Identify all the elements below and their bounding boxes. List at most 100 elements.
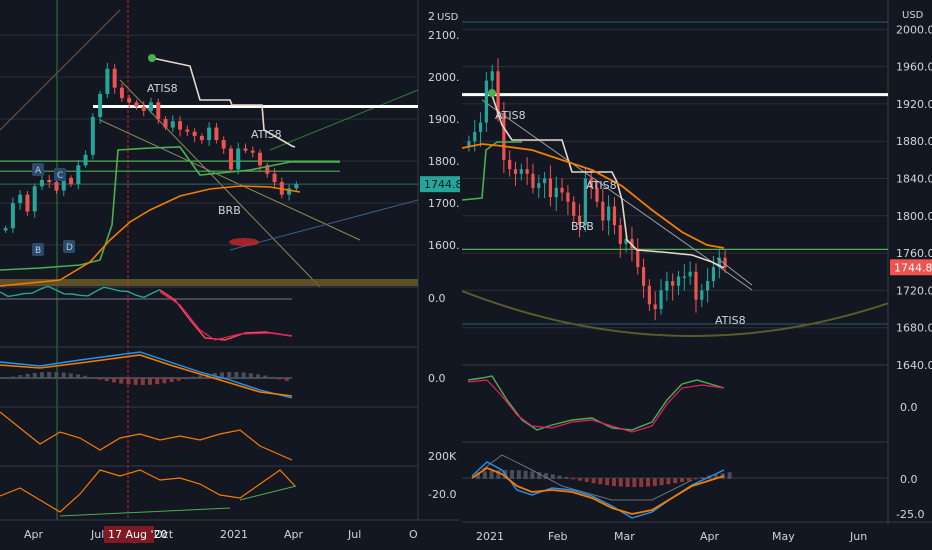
price-candle: [542, 178, 547, 184]
wave-label: B: [32, 243, 44, 256]
histogram-bar: [176, 378, 181, 381]
histogram-bar: [714, 474, 718, 479]
histogram-bar: [119, 378, 124, 384]
y-tick-label: 1960.0: [896, 61, 932, 74]
smooth-line: [481, 454, 693, 501]
price-candle: [185, 129, 190, 132]
histogram-bar: [133, 378, 138, 385]
signal-line: [0, 354, 293, 397]
price-candle: [630, 239, 634, 249]
histogram-bar: [54, 372, 59, 379]
histogram-bar: [605, 478, 610, 486]
histogram-bar: [584, 478, 589, 482]
histogram-bar: [530, 471, 535, 479]
histogram-bar: [11, 376, 16, 379]
last-price-box: [890, 259, 932, 276]
price-candle: [490, 71, 494, 81]
right-chart-pane[interactable]: 2000.0 1960.0 1920.0 1880.0 1840.0 1800.0 1760…: [462, 0, 932, 550]
left-chart-svg[interactable]: 2100.0 2000.0 1900.0 1800.0 1700.0 1600.0 2USD…: [0, 0, 460, 550]
price-candle: [659, 290, 663, 310]
histogram-bar: [510, 470, 514, 479]
osc1-tick: 0.0: [428, 292, 446, 305]
histogram-bar: [32, 372, 37, 379]
histogram-bar: [76, 374, 80, 379]
price-candle: [250, 150, 255, 153]
histogram-bar: [277, 378, 282, 380]
histogram-bar: [693, 478, 698, 480]
wave-label-text: D: [66, 243, 73, 253]
price-candle: [537, 183, 541, 188]
histogram-bar: [489, 470, 494, 479]
y-tick-label: 1720.0: [896, 284, 932, 297]
price-candle: [178, 121, 183, 130]
osc1-line: [159, 289, 293, 341]
histogram-bar: [198, 375, 203, 379]
histogram-bar: [25, 373, 30, 379]
osc2-tick-bottom: -25.0: [896, 508, 924, 521]
histogram-bar: [90, 377, 95, 379]
histogram-bar: [263, 375, 268, 379]
histogram-bar: [248, 373, 253, 379]
price-candle: [682, 276, 686, 278]
price-candle: [484, 80, 488, 123]
x-tick-label: Mar: [614, 530, 635, 543]
price-candle: [653, 304, 657, 310]
price-candle: [607, 206, 611, 221]
support-band: [0, 279, 418, 286]
x-tick-label: Apr: [24, 528, 44, 541]
price-candle: [119, 87, 124, 99]
right-chart-svg[interactable]: 2000.0 1960.0 1920.0 1880.0 1840.0 1800.0 1760…: [462, 0, 932, 550]
y-tick-label: 1900.0: [428, 113, 460, 126]
histogram-bar: [169, 378, 174, 383]
osc2-tick: 0.0: [428, 372, 446, 385]
price-candle: [711, 267, 716, 282]
price-candle: [612, 206, 617, 226]
price-candle: [127, 98, 132, 103]
price-candle: [134, 102, 139, 107]
price-candle: [700, 290, 704, 300]
price-candle: [519, 169, 523, 174]
histogram-bar: [68, 373, 73, 379]
histogram-bar: [284, 378, 289, 381]
trend-line: [229, 199, 419, 251]
price-candle: [647, 285, 652, 305]
wave-label: A: [32, 163, 44, 176]
histogram-bar: [612, 478, 616, 486]
price-candle: [496, 71, 500, 114]
price-candle: [566, 192, 570, 202]
wave-label-text: C: [57, 171, 63, 181]
x-tick-label: 2021: [220, 528, 248, 541]
marker-ellipse: [229, 238, 259, 246]
price-candle: [572, 201, 576, 216]
y-tick-label: 1800.0: [428, 155, 460, 168]
histogram-bar: [557, 475, 562, 479]
histogram-bar: [47, 372, 52, 379]
price-candle: [294, 184, 299, 189]
histogram-bar: [537, 472, 542, 479]
x-tick-label: Jul: [347, 528, 361, 541]
y-tick-label: 1880.0: [896, 135, 932, 148]
macd-line: [0, 351, 293, 399]
histogram-bar: [270, 376, 275, 379]
wave-label-box: [32, 163, 44, 176]
price-candle: [141, 106, 146, 111]
trend-line: [481, 99, 753, 291]
price-candle: [221, 140, 226, 149]
price-candle: [624, 239, 628, 244]
histogram-bar: [476, 472, 480, 479]
price-candle: [554, 187, 558, 198]
wave-label: C: [54, 168, 66, 181]
histogram-bar: [140, 378, 145, 385]
price-candle: [149, 102, 153, 111]
y-tick-label: 1700.0: [428, 197, 460, 210]
highlight-date-bg: [104, 526, 154, 543]
trend-line: [99, 119, 361, 241]
x-tick-label: Apr: [284, 528, 304, 541]
price-candle: [163, 119, 168, 128]
histogram-bar: [184, 378, 188, 380]
left-chart-pane[interactable]: 2100.0 2000.0 1900.0 1800.0 1700.0 1600.0 2USD…: [0, 0, 460, 550]
x-tick-label: Feb: [548, 530, 567, 543]
x-tick-label: O: [409, 528, 418, 541]
arc-curve: [462, 290, 889, 337]
